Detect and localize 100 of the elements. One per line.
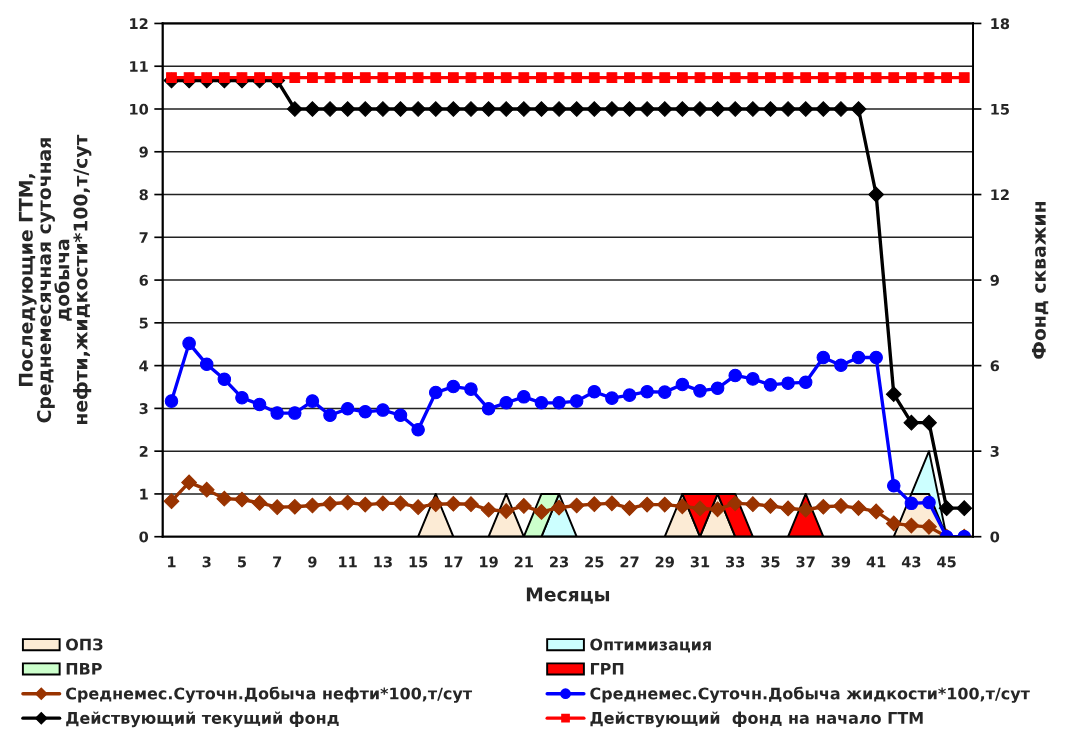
point	[692, 101, 708, 117]
point	[428, 385, 443, 400]
point	[395, 72, 406, 84]
point	[217, 372, 232, 387]
point	[798, 375, 813, 390]
point	[675, 377, 690, 392]
point	[763, 378, 778, 392]
point	[375, 101, 391, 117]
point	[606, 72, 618, 84]
point	[410, 101, 426, 117]
point	[956, 500, 973, 517]
point	[674, 101, 691, 117]
point	[483, 72, 494, 84]
point	[656, 101, 673, 117]
y2-tick-label: 0	[990, 531, 1000, 543]
point	[359, 72, 371, 84]
point	[340, 402, 355, 416]
x-tick-label: 9	[308, 556, 317, 568]
y-tick-label: 3	[139, 403, 148, 415]
y2-tick-label: 9	[990, 274, 999, 286]
point	[305, 394, 320, 408]
x-tick-label: 23	[550, 556, 569, 568]
point	[304, 101, 321, 117]
y-tick-label: 9	[139, 146, 148, 158]
x-tick-label: 13	[374, 556, 392, 568]
point	[358, 405, 373, 419]
point	[552, 396, 566, 410]
point	[536, 72, 547, 84]
x-tick-label: 17	[444, 556, 463, 568]
x-tick-label: 3	[202, 556, 211, 568]
y-tick-label: 11	[130, 61, 148, 72]
y-tick-label: 1	[140, 488, 148, 500]
point	[357, 101, 374, 117]
point	[375, 495, 391, 512]
point	[252, 397, 267, 412]
x-tick-label: 35	[761, 556, 780, 568]
point	[710, 381, 725, 396]
x-tick-label: 45	[937, 556, 956, 568]
point	[181, 474, 197, 491]
point	[853, 72, 864, 84]
point	[412, 72, 424, 84]
point	[289, 72, 301, 84]
point	[322, 495, 338, 512]
y-tick-label: 8	[139, 189, 148, 201]
point	[659, 72, 671, 84]
legend-label: Среднемес.Суточн.Добыча нефти*100,т/сут	[66, 686, 473, 703]
point	[851, 350, 866, 365]
point	[234, 491, 250, 508]
point	[906, 72, 917, 84]
x-tick-label: 33	[726, 556, 745, 568]
point	[553, 72, 565, 84]
point	[712, 72, 723, 84]
point	[571, 72, 583, 84]
point	[693, 384, 707, 398]
point	[729, 72, 741, 84]
point	[518, 72, 530, 84]
point	[728, 368, 742, 383]
y-tick-label: 2	[139, 445, 148, 457]
point	[324, 72, 336, 84]
x-tick-label: 1	[168, 556, 176, 568]
y2-tick-label: 3	[990, 445, 999, 457]
point	[800, 72, 812, 84]
point	[465, 72, 477, 84]
point	[640, 384, 654, 399]
x-tick-label: 27	[620, 556, 639, 568]
point	[551, 101, 567, 117]
point	[357, 496, 374, 513]
point	[765, 72, 776, 84]
y2-tick-label: 15	[991, 103, 1009, 115]
point	[709, 101, 726, 117]
point	[850, 101, 867, 117]
point	[481, 402, 496, 416]
point	[534, 396, 549, 410]
point	[480, 101, 497, 117]
point	[815, 101, 832, 117]
point	[833, 101, 849, 117]
y-tick-label: 6	[139, 274, 148, 286]
point	[605, 391, 619, 405]
point	[727, 101, 744, 117]
x-tick-label: 37	[796, 556, 815, 568]
point	[569, 394, 584, 408]
legend-label: Среднемес.Суточн.Добыча жидкости*100,т/сут	[590, 686, 1030, 703]
x-tick-label: 43	[901, 556, 921, 568]
point	[941, 72, 952, 84]
point	[339, 494, 356, 511]
point	[427, 101, 444, 117]
point	[163, 493, 180, 510]
point	[816, 350, 831, 365]
legend-label: Действующий фонд на начало ГТМ	[590, 711, 923, 728]
x-tick-label: 5	[238, 556, 246, 568]
point	[797, 101, 814, 117]
point	[392, 101, 409, 117]
point	[199, 357, 214, 372]
point	[269, 499, 286, 516]
point	[888, 72, 900, 84]
point	[903, 414, 920, 431]
y-tick-label: 10	[130, 103, 149, 115]
legend-label: ПВР	[66, 662, 102, 675]
point	[746, 372, 760, 386]
point	[393, 408, 408, 422]
